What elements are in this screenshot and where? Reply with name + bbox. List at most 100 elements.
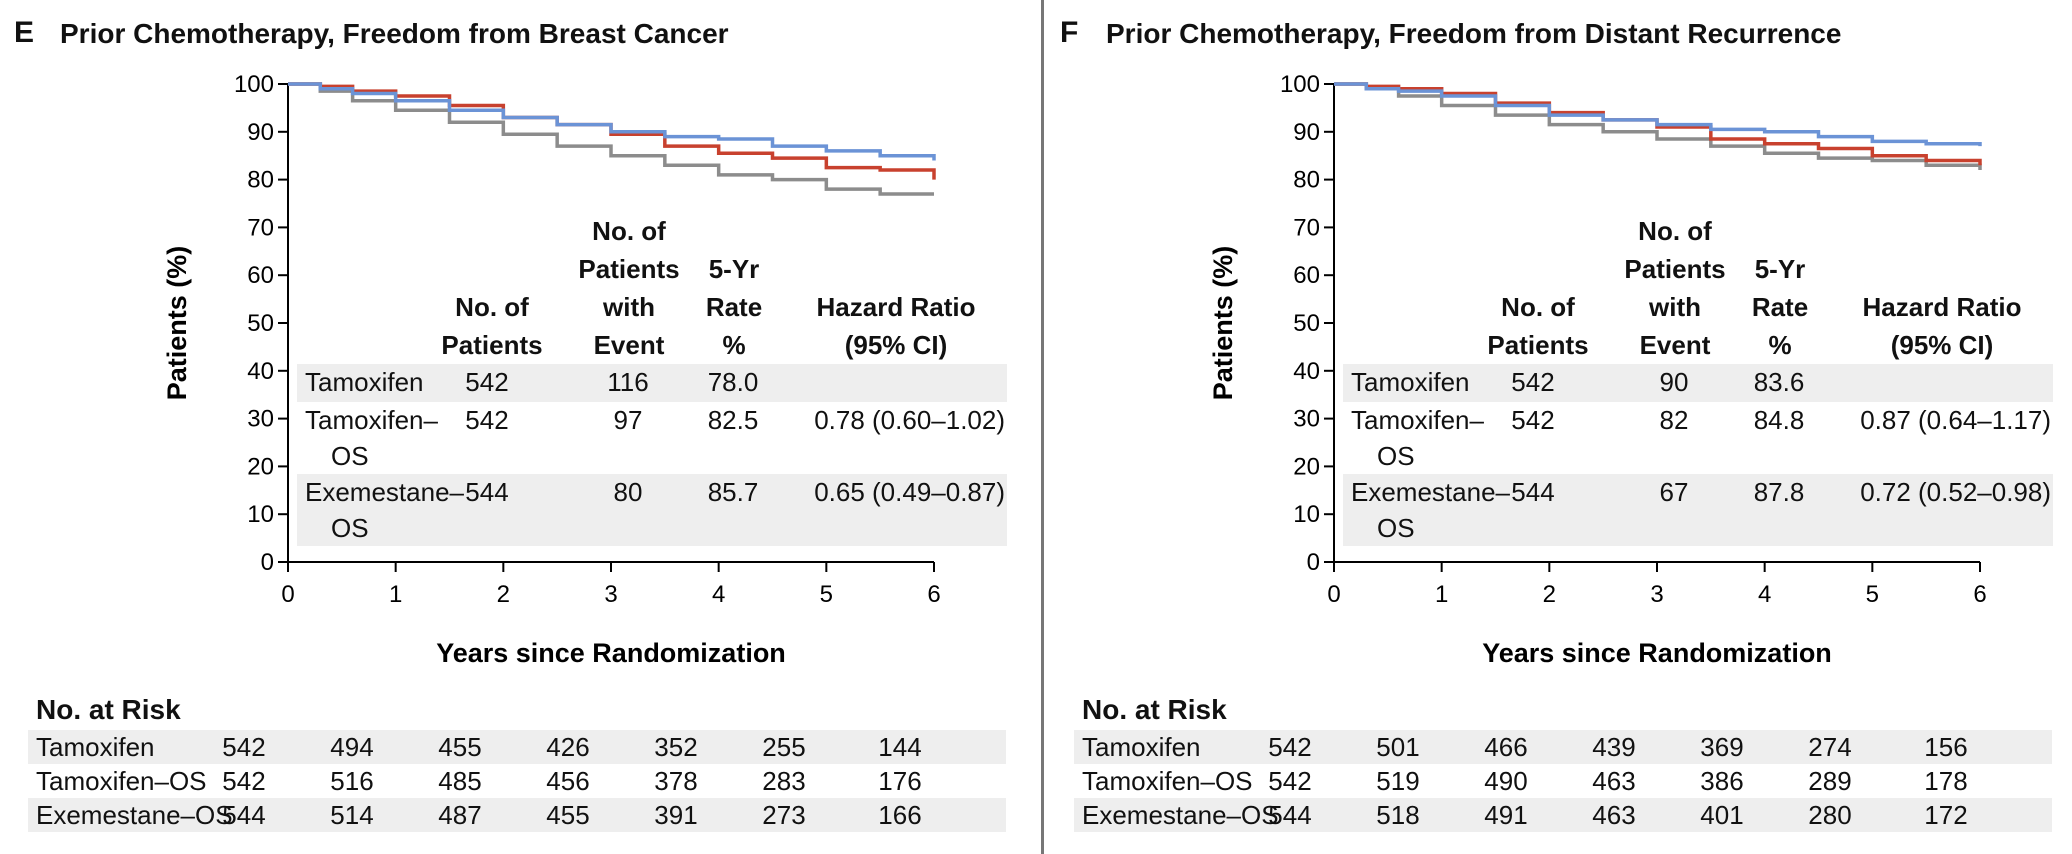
legend-header-rate: 5-Yr Rate% bbox=[692, 250, 776, 364]
x-axis-label: Years since Randomization bbox=[436, 638, 786, 668]
risk-value: 439 bbox=[1592, 732, 1636, 762]
risk-value: 455 bbox=[546, 800, 590, 830]
risk-row: Tamoxifen 542 494 455 426 352 255 144 bbox=[28, 730, 1006, 764]
legend-cell-events: 80 bbox=[613, 477, 643, 507]
legend-cell-events: 90 bbox=[1659, 367, 1689, 397]
legend-header-hr: Hazard Ratio (95% CI) bbox=[1837, 288, 2047, 364]
y-tick-label: 100 bbox=[234, 71, 274, 98]
risk-value: 172 bbox=[1924, 800, 1968, 830]
risk-row-name: Tamoxifen bbox=[1082, 732, 1201, 762]
legend-header-line: Event bbox=[1639, 330, 1711, 360]
legend-header-events: No. of Patients with Event bbox=[573, 212, 685, 364]
legend-row: Exemestane– OS 544 80 85.7 0.65 (0.49–0.87) bbox=[297, 474, 1007, 546]
x-tick-label: 5 bbox=[820, 581, 833, 608]
risk-value: 516 bbox=[330, 766, 374, 796]
y-tick-label: 10 bbox=[1293, 501, 1320, 528]
legend-cell-events: 67 bbox=[1659, 477, 1689, 507]
legend-group-line: Tamoxifen bbox=[1351, 367, 1470, 397]
legend-group-line: OS bbox=[331, 441, 369, 471]
legend-group-line: OS bbox=[1377, 441, 1415, 471]
y-tick-label: 40 bbox=[247, 358, 274, 385]
legend-group-line: OS bbox=[1377, 513, 1415, 543]
legend-group-name: Tamoxifen– OS bbox=[1351, 402, 1484, 474]
legend-cell-hr: 0.78 (0.60–1.02) bbox=[814, 405, 1005, 435]
legend-cell-rate: 84.8 bbox=[1753, 405, 1805, 435]
x-tick-label: 4 bbox=[1758, 581, 1771, 608]
x-tick-label: 2 bbox=[497, 581, 510, 608]
x-tick-label: 6 bbox=[1973, 581, 1986, 608]
risk-row-name: Exemestane–OS bbox=[1082, 800, 1279, 830]
legend-header-line: 5-Yr bbox=[708, 254, 760, 284]
legend-cell-rate: 85.7 bbox=[707, 477, 759, 507]
panel-title: Prior Chemotherapy, Freedom from Breast … bbox=[60, 18, 729, 49]
legend-row: Tamoxifen 542 116 78.0 bbox=[297, 364, 1007, 402]
legend-header-line: with bbox=[1649, 292, 1701, 322]
risk-value: 519 bbox=[1376, 766, 1420, 796]
y-tick-label: 100 bbox=[1280, 71, 1320, 98]
legend-group-line: Exemestane– bbox=[1351, 477, 1510, 507]
legend-header-line: Patients bbox=[1487, 330, 1589, 360]
risk-row: Exemestane–OS 544 514 487 455 391 273 166 bbox=[28, 798, 1006, 832]
x-tick-label: 0 bbox=[281, 581, 294, 608]
x-tick-label: 6 bbox=[927, 581, 940, 608]
risk-value: 456 bbox=[546, 766, 590, 796]
risk-row: Tamoxifen–OS 542 516 485 456 378 283 176 bbox=[28, 764, 1006, 798]
risk-value: 487 bbox=[438, 800, 482, 830]
y-tick-label: 90 bbox=[247, 119, 274, 146]
risk-row-name: Tamoxifen bbox=[36, 732, 155, 762]
y-tick-label: 70 bbox=[1293, 214, 1320, 241]
legend-header-line: Rate bbox=[1751, 292, 1809, 322]
y-tick-label: 60 bbox=[1293, 262, 1320, 289]
legend-cell-hr: 0.87 (0.64–1.17) bbox=[1860, 405, 2051, 435]
curve-tamoxifen bbox=[1334, 82, 1982, 171]
curve-exemestane-os bbox=[1334, 82, 1982, 147]
legend-header-patients: No. of Patients bbox=[1483, 288, 1593, 364]
y-axis-label: Patients (%) bbox=[1208, 246, 1238, 401]
legend-header-line: No. of bbox=[592, 216, 666, 246]
y-tick-label: 50 bbox=[1293, 310, 1320, 337]
risk-row: Exemestane–OS 544 518 491 463 401 280 172 bbox=[1074, 798, 2052, 832]
legend-group-line: Exemestane– bbox=[305, 477, 464, 507]
legend-header-line: % bbox=[722, 330, 746, 360]
risk-value: 386 bbox=[1700, 766, 1744, 796]
legend-header-line: Hazard Ratio bbox=[1862, 292, 2022, 322]
risk-value: 544 bbox=[1268, 800, 1312, 830]
risk-value: 144 bbox=[878, 732, 922, 762]
risk-value: 401 bbox=[1700, 800, 1744, 830]
legend-header-patients: No. of Patients bbox=[437, 288, 547, 364]
y-tick-label: 90 bbox=[1293, 119, 1320, 146]
y-tick-label: 10 bbox=[247, 501, 274, 528]
y-axis-label: Patients (%) bbox=[162, 246, 192, 401]
y-tick-label: 0 bbox=[1307, 549, 1320, 576]
y-tick-label: 20 bbox=[1293, 453, 1320, 480]
y-tick-label: 60 bbox=[247, 262, 274, 289]
y-tick-label: 80 bbox=[247, 167, 274, 194]
legend-group-name: Tamoxifen bbox=[1351, 364, 1470, 400]
x-tick-label: 1 bbox=[1435, 581, 1448, 608]
legend-header-rate: 5-Yr Rate% bbox=[1738, 250, 1822, 364]
x-tick-label: 3 bbox=[604, 581, 617, 608]
legend-cell-patients: 542 bbox=[465, 405, 509, 435]
legend-group-name: Exemestane– OS bbox=[305, 474, 464, 546]
legend-header-hr: Hazard Ratio (95% CI) bbox=[791, 288, 1001, 364]
panel-divider bbox=[1041, 0, 1044, 854]
legend-cell-rate: 78.0 bbox=[707, 367, 759, 397]
x-axis-label: Years since Randomization bbox=[1482, 638, 1832, 668]
risk-row: Tamoxifen–OS 542 519 490 463 386 289 178 bbox=[1074, 764, 2052, 798]
risk-value: 491 bbox=[1484, 800, 1528, 830]
x-tick-label: 5 bbox=[1866, 581, 1879, 608]
km-plot: 0 10 20 30 40 50 60 70 80 90 100 0 1 2 3 4 5 6 Years since… bbox=[1208, 71, 1987, 668]
panel-letter: F bbox=[1060, 16, 1079, 49]
risk-value: 463 bbox=[1592, 766, 1636, 796]
legend-header-line: 5-Yr bbox=[1754, 254, 1806, 284]
risk-value: 485 bbox=[438, 766, 482, 796]
legend-group-line: Tamoxifen– bbox=[1351, 405, 1484, 435]
legend-cell-events: 97 bbox=[613, 405, 643, 435]
risk-value: 369 bbox=[1700, 732, 1744, 762]
y-tick-label: 80 bbox=[1293, 167, 1320, 194]
legend-cell-rate: 87.8 bbox=[1753, 477, 1805, 507]
legend-row: Tamoxifen 542 90 83.6 bbox=[1343, 364, 2053, 402]
legend-group-name: Tamoxifen– OS bbox=[305, 402, 438, 474]
legend-group-name: Tamoxifen bbox=[305, 364, 424, 400]
risk-value: 542 bbox=[1268, 766, 1312, 796]
